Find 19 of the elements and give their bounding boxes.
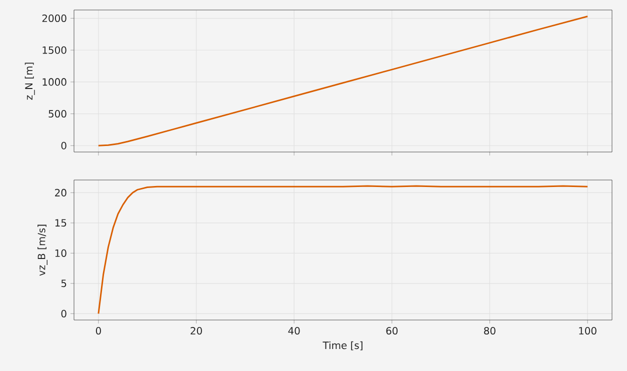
- y-tick-label: 5: [61, 280, 66, 288]
- x-tick-label: 100: [579, 326, 596, 335]
- y-axis-title: z_N [m]: [24, 62, 35, 100]
- y-tick-label: 0: [61, 310, 66, 318]
- y-axis-title: vz_B [m/s]: [38, 224, 48, 276]
- x-tick-label: 80: [484, 326, 496, 335]
- y-tick-label: 0: [61, 142, 66, 150]
- y-tick-label: 2000: [42, 14, 66, 22]
- x-tick-label: 0: [96, 326, 101, 335]
- y-tick-label: 15: [55, 219, 66, 227]
- x-tick-label: 20: [190, 326, 202, 335]
- y-tick-label: 10: [55, 249, 66, 257]
- x-tick-label: 40: [288, 326, 300, 335]
- x-tick-label: 60: [386, 326, 398, 335]
- y-tick-label: 20: [55, 188, 66, 196]
- x-axis-title: Time [s]: [322, 341, 362, 350]
- y-tick-label: 1000: [42, 78, 66, 86]
- y-tick-label: 1500: [42, 46, 66, 54]
- y-tick-label: 500: [48, 110, 66, 118]
